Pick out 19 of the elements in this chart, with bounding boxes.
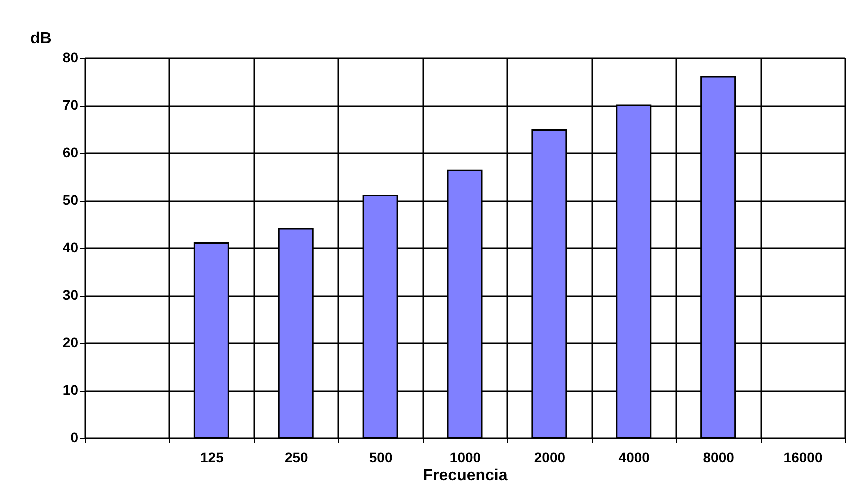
x-tick-label: 16000 xyxy=(784,450,823,466)
y-axis-title: dB xyxy=(30,30,52,48)
x-tick-label: 500 xyxy=(369,450,393,466)
y-tick-label: 30 xyxy=(62,287,79,303)
x-axis-title: Frecuencia xyxy=(423,468,508,484)
y-tick-label: 40 xyxy=(62,240,79,256)
y-tick-label: 0 xyxy=(70,430,79,446)
y-tick-label: 20 xyxy=(62,334,79,350)
x-tick-label: 250 xyxy=(284,450,309,466)
y-tick-label: 60 xyxy=(62,144,79,160)
y-tick-label: 70 xyxy=(62,97,79,113)
y-tick-label: 50 xyxy=(62,192,79,208)
y-tick-label: 80 xyxy=(62,50,79,66)
x-tick-label: 125 xyxy=(200,450,224,466)
x-tick-label: 4000 xyxy=(618,450,650,466)
x-tick-label: 2000 xyxy=(534,450,566,466)
y-tick-label: 10 xyxy=(62,382,79,398)
x-tick-label: 8000 xyxy=(703,450,735,466)
x-tick-label: 1000 xyxy=(450,450,482,466)
